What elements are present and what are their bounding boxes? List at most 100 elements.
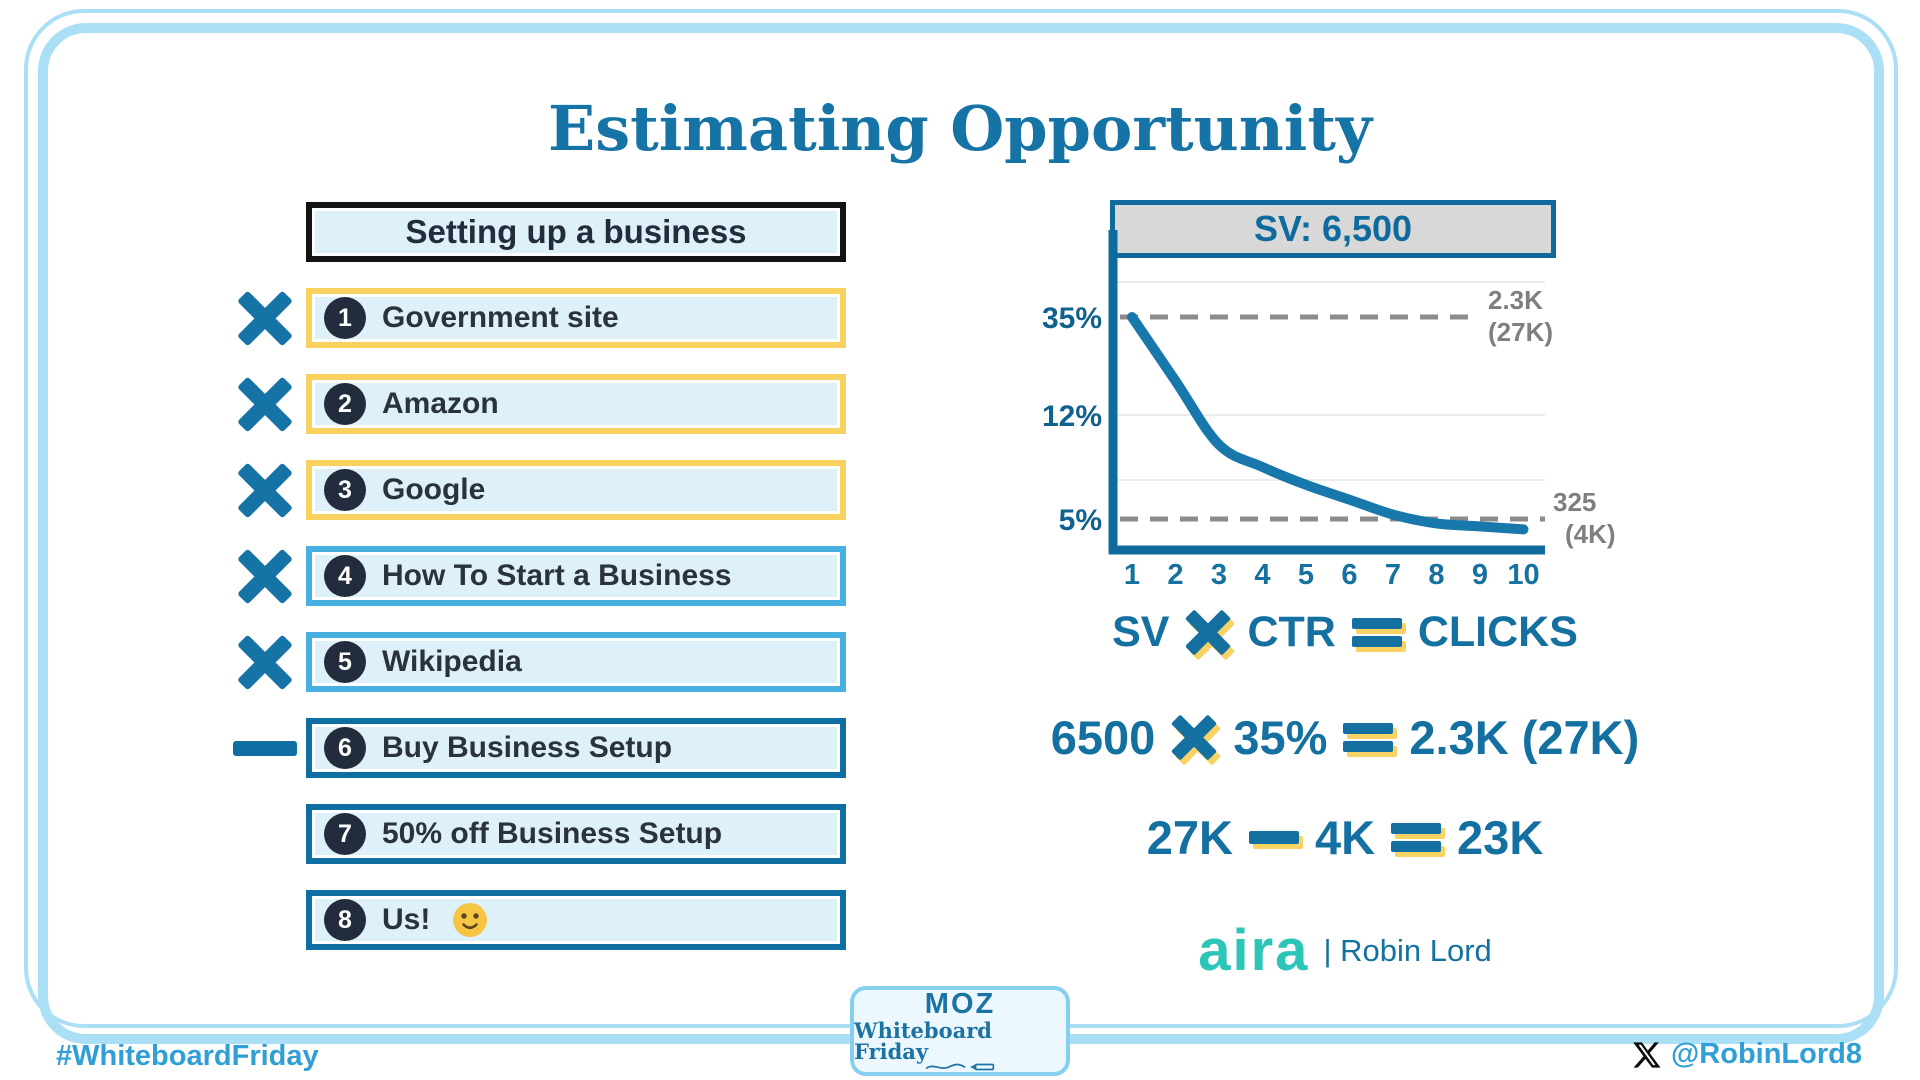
- annotation-label: 2.3K: [1488, 285, 1543, 315]
- serp-item-box-5: 5 Wikipedia: [306, 632, 846, 692]
- serp-item-box-2: 2 Amazon: [306, 374, 846, 434]
- handle-text: @RobinLord8: [1671, 1038, 1862, 1070]
- moz-logo: MOZ: [924, 988, 996, 1020]
- x-tick-label: 2: [1167, 559, 1183, 591]
- equation-1: SV CTR CLICKS: [1005, 608, 1685, 657]
- position-number-badge: 1: [324, 297, 366, 339]
- excluded-x-icon: [236, 633, 294, 691]
- serp-row-4: 4 How To Start a Business: [224, 546, 846, 606]
- equation-3: 27K 4K 23K: [1005, 810, 1685, 865]
- page-title: Estimating Opportunity: [547, 91, 1373, 165]
- position-number-badge: 2: [324, 383, 366, 425]
- equation-term: 6500: [1050, 711, 1156, 764]
- excluded-x-icon: [236, 289, 294, 347]
- hashtag-text: #WhiteboardFriday: [56, 1040, 319, 1072]
- serp-item-label: How To Start a Business: [382, 559, 732, 592]
- position-number-badge: 8: [324, 899, 366, 941]
- times-operator-icon: [1185, 610, 1231, 656]
- x-tick-label: 6: [1341, 559, 1357, 591]
- serp-item-box-7: 7 50% off Business Setup: [306, 804, 846, 864]
- partial-dash-icon: [233, 740, 297, 756]
- branding-row: aira | Robin Lord: [1005, 922, 1685, 980]
- ctr-curve: [1127, 312, 1529, 535]
- annotation-label: 325: [1553, 487, 1596, 517]
- x-tick-label: 7: [1385, 559, 1401, 591]
- position-number-badge: 7: [324, 813, 366, 855]
- serp-item-label: Amazon: [382, 387, 499, 420]
- search-volume-box: SV: 6,500: [1110, 200, 1556, 258]
- serp-item-label: Google: [382, 473, 486, 506]
- x-tick-label: 10: [1507, 559, 1539, 591]
- equals-operator-icon: [1391, 821, 1442, 854]
- equation-term: CTR: [1247, 608, 1336, 656]
- equation-term: SV: [1112, 608, 1170, 656]
- y-tick-label: 12%: [1042, 400, 1102, 433]
- ctr-curve-chart: 2.3K(27K) 325(4K) 35% 12% 5% 1 2 3 4 5 6 7 8 9 10: [1042, 230, 1616, 591]
- times-operator-icon: [1171, 715, 1217, 761]
- x-tick-label: 9: [1472, 559, 1488, 591]
- equation-2: 6500 35% 2.3K (27K): [1005, 710, 1685, 765]
- mark-cell: [224, 547, 306, 605]
- serp-row-5: 5 Wikipedia: [224, 632, 846, 692]
- x-tick-label: 8: [1428, 559, 1444, 591]
- serp-header-row: Setting up a business: [224, 202, 846, 262]
- moz-whiteboard-friday-badge: MOZ Whiteboard Friday: [850, 986, 1070, 1076]
- position-number-badge: 4: [324, 555, 366, 597]
- x-tick-label: 5: [1298, 559, 1314, 591]
- serp-item-label: Buy Business Setup: [382, 731, 673, 764]
- aira-logo: aira: [1198, 918, 1310, 983]
- author-credit: | Robin Lord: [1323, 933, 1492, 968]
- annotation-label: (27K): [1488, 317, 1553, 347]
- x-tick-label: 1: [1124, 559, 1140, 591]
- equation-term: 23K: [1457, 811, 1544, 864]
- search-volume-label: SV: 6,500: [1253, 208, 1413, 249]
- excluded-x-icon: [236, 547, 294, 605]
- serp-row-1: 1 Government site: [224, 288, 846, 348]
- serp-item-label: 50% off Business Setup: [382, 817, 723, 850]
- serp-header-box: Setting up a business: [306, 202, 846, 262]
- serp-header-label: Setting up a business: [405, 213, 747, 250]
- equation-term: 2.3K (27K): [1409, 711, 1640, 764]
- equation-term: 27K: [1146, 811, 1233, 864]
- y-tick-label: 5%: [1059, 504, 1102, 537]
- x-logo-icon: [1633, 1041, 1661, 1068]
- position-number-badge: 5: [324, 641, 366, 683]
- serp-item-box-1: 1 Government site: [306, 288, 846, 348]
- social-handle: @RobinLord8: [1633, 1038, 1862, 1071]
- serp-item-box-8: 8 Us!: [306, 890, 846, 950]
- equation-term: 35%: [1233, 711, 1328, 764]
- x-tick-label: 3: [1211, 559, 1227, 591]
- serp-item-box-3: 3 Google: [306, 460, 846, 520]
- equation-term: 4K: [1314, 811, 1376, 864]
- mark-cell: [224, 375, 306, 433]
- x-tick-label: 4: [1254, 559, 1270, 591]
- equals-operator-icon: [1351, 616, 1402, 649]
- serp-item-label: Us!: [382, 903, 431, 936]
- whiteboard-friday-label: Whiteboard Friday: [854, 1018, 992, 1064]
- mark-cell: [224, 633, 306, 691]
- equals-operator-icon: [1343, 721, 1394, 754]
- minus-operator-icon: [1248, 831, 1299, 844]
- mark-cell: [224, 289, 306, 347]
- excluded-x-icon: [236, 461, 294, 519]
- smiley-emoji-icon: [453, 903, 488, 937]
- position-number-badge: 6: [324, 727, 366, 769]
- mark-cell: [224, 740, 306, 756]
- serp-row-2: 2 Amazon: [224, 374, 846, 434]
- serp-row-6: 6 Buy Business Setup: [224, 718, 846, 778]
- serp-item-label: Wikipedia: [382, 645, 522, 678]
- marker-squiggle-icon: [925, 1063, 995, 1071]
- annotation-label: (4K): [1565, 519, 1616, 549]
- excluded-x-icon: [236, 375, 294, 433]
- serp-item-label: Government site: [382, 301, 619, 334]
- serp-list: Setting up a business 1 Government site 2 A…: [224, 202, 846, 976]
- mark-cell: [224, 461, 306, 519]
- serp-row-7: 7 50% off Business Setup: [224, 804, 846, 864]
- position-number-badge: 3: [324, 469, 366, 511]
- serp-item-box-4: 4 How To Start a Business: [306, 546, 846, 606]
- serp-item-box-6: 6 Buy Business Setup: [306, 718, 846, 778]
- serp-row-3: 3 Google: [224, 460, 846, 520]
- y-tick-label: 35%: [1042, 302, 1102, 335]
- equation-term: CLICKS: [1417, 608, 1578, 656]
